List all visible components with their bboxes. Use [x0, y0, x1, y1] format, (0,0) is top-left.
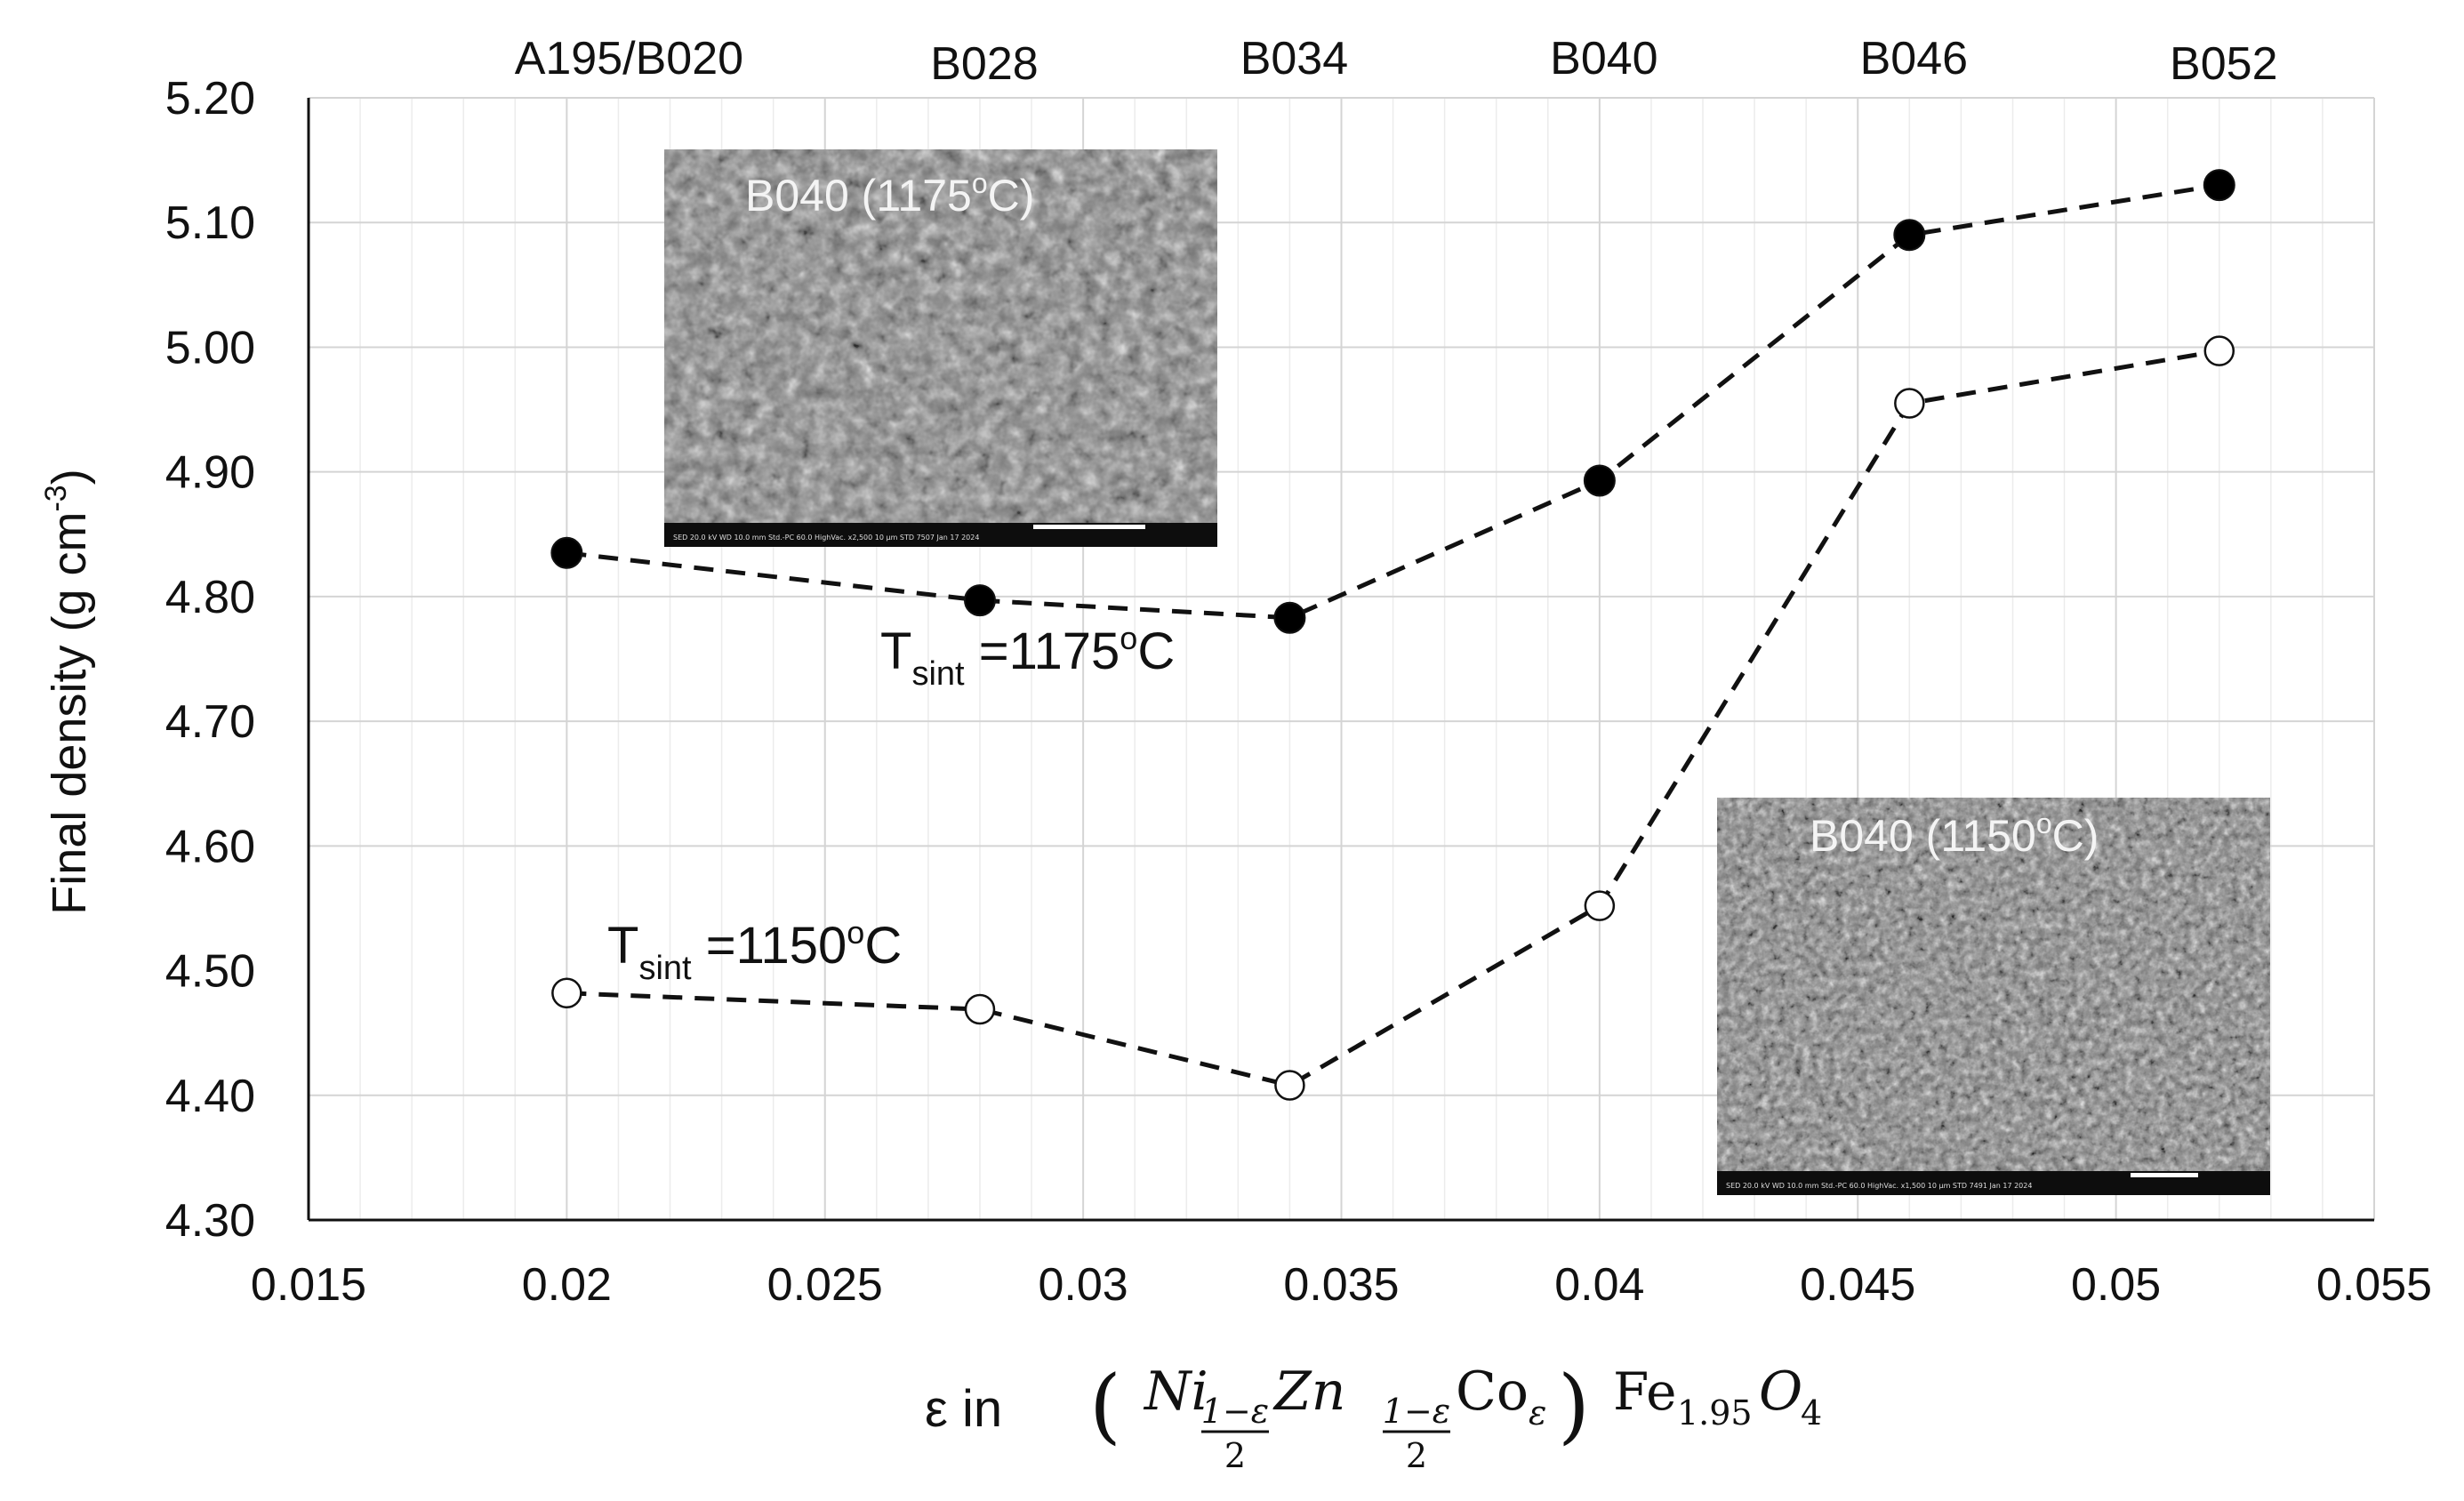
series-label-1150: Tsint =1150oC — [607, 914, 902, 987]
formula-zn-numerator: 1−ε — [1383, 1392, 1450, 1431]
y-axis-label-main: Final density (g cm — [43, 512, 96, 915]
y-tick-label: 4.30 — [165, 1195, 255, 1247]
x-tick-label: 0.04 — [1554, 1259, 1644, 1311]
data-point-0 — [1273, 601, 1306, 634]
formula-fe-subscript: 1.95 — [1677, 1393, 1753, 1433]
top-sample-labels: A195/B020 B028 B034 B040 B046 B052 — [515, 33, 2278, 90]
x-tick-label: 0.02 — [522, 1259, 612, 1311]
y-tick-label: 4.40 — [165, 1071, 255, 1122]
top-sample-label: B052 — [2170, 38, 2277, 90]
formula-ni-denominator: 2 — [1224, 1436, 1246, 1475]
x-axis-label-prefix: ε in — [925, 1380, 1002, 1438]
x-tick-label: 0.025 — [767, 1259, 883, 1311]
x-tick-label: 0.045 — [1800, 1259, 1915, 1311]
data-point-0 — [2203, 169, 2235, 202]
sem-info-text-1175: SED 20.0 kV WD 10.0 mm Std.-PC 60.0 High… — [673, 534, 979, 542]
formula-o: O — [1759, 1361, 1802, 1423]
data-point-1 — [964, 993, 996, 1025]
formula-zn-denominator: 2 — [1406, 1436, 1427, 1475]
x-axis-formula: ( Ni 1−ε 2 Zn 1−ε 2 Co ε ) Fe 1.95 O 4 — [1089, 1358, 1822, 1475]
formula-zn: Zn — [1272, 1361, 1345, 1423]
data-point-1 — [1584, 890, 1616, 921]
y-axis-label-superscript: -3 — [39, 485, 73, 511]
x-tick-label: 0.03 — [1039, 1259, 1128, 1311]
y-tick-label: 4.60 — [165, 821, 255, 872]
y-tick-label: 4.90 — [165, 447, 255, 499]
data-point-0 — [1583, 464, 1616, 497]
x-tick-label: 0.015 — [251, 1259, 366, 1311]
formula-co: Co — [1456, 1361, 1529, 1423]
y-tick-label: 5.00 — [165, 322, 255, 373]
sem-scale-bar-1150 — [2131, 1173, 2198, 1177]
x-tick-label: 0.035 — [1283, 1259, 1399, 1311]
x-tick-labels: 0.015 0.02 0.025 0.03 0.035 0.04 0.045 0.05 0.05… — [251, 1259, 2432, 1311]
sem-scale-bar-1175 — [1033, 525, 1145, 529]
series-layer — [550, 169, 2235, 1101]
y-axis-label-close: ) — [43, 469, 96, 485]
y-tick-label: 4.70 — [165, 696, 255, 748]
top-sample-label: B028 — [930, 38, 1038, 90]
x-tick-label: 0.055 — [2316, 1259, 2432, 1311]
formula-close-paren: ) — [1558, 1358, 1590, 1453]
sem-info-text-1150: SED 20.0 kV WD 10.0 mm Std.-PC 60.0 High… — [1726, 1182, 2032, 1190]
top-sample-label: B046 — [1860, 33, 1968, 84]
x-tick-label: 0.05 — [2071, 1259, 2161, 1311]
top-sample-label: B034 — [1240, 33, 1348, 84]
series-line-1 — [566, 349, 2220, 1088]
top-sample-label: A195/B020 — [515, 33, 743, 84]
sem-inset-1150: SED 20.0 kV WD 10.0 mm Std.-PC 60.0 High… — [1717, 798, 2270, 1195]
data-point-0 — [1893, 219, 1926, 252]
y-tick-label: 5.20 — [165, 73, 255, 124]
sem-inset-1175: SED 20.0 kV WD 10.0 mm Std.-PC 60.0 High… — [664, 149, 1217, 547]
series-line-0 — [566, 182, 2220, 621]
top-sample-label: B040 — [1550, 33, 1657, 84]
formula-ni-numerator: 1−ε — [1201, 1392, 1269, 1431]
y-axis-label: Final density (g cm-3) — [39, 469, 96, 914]
formula-o-subscript: 4 — [1801, 1393, 1822, 1433]
formula-fe: Fe — [1613, 1361, 1676, 1422]
data-point-1 — [1894, 388, 1925, 419]
y-tick-label: 4.80 — [165, 572, 255, 623]
y-tick-labels: 4.30 4.40 4.50 4.60 4.70 4.80 4.90 5.00 5.10 5.20 — [165, 73, 255, 1247]
inset-title-1175: B040 (1175oC) — [745, 167, 1034, 221]
y-tick-label: 4.50 — [165, 946, 255, 998]
formula-open-paren: ( — [1089, 1358, 1121, 1453]
data-point-1 — [2203, 335, 2235, 366]
data-point-1 — [551, 977, 582, 1009]
formula-co-subscript: ε — [1529, 1393, 1546, 1433]
data-point-0 — [550, 536, 583, 569]
inset-title-1150: B040 (1150oC) — [1810, 807, 2099, 861]
data-point-0 — [963, 584, 996, 617]
data-point-1 — [1274, 1070, 1305, 1101]
series-label-1175: Tsint =1175oC — [880, 620, 1175, 693]
formula-ni: Ni — [1143, 1361, 1208, 1423]
y-tick-label: 5.10 — [165, 197, 255, 249]
